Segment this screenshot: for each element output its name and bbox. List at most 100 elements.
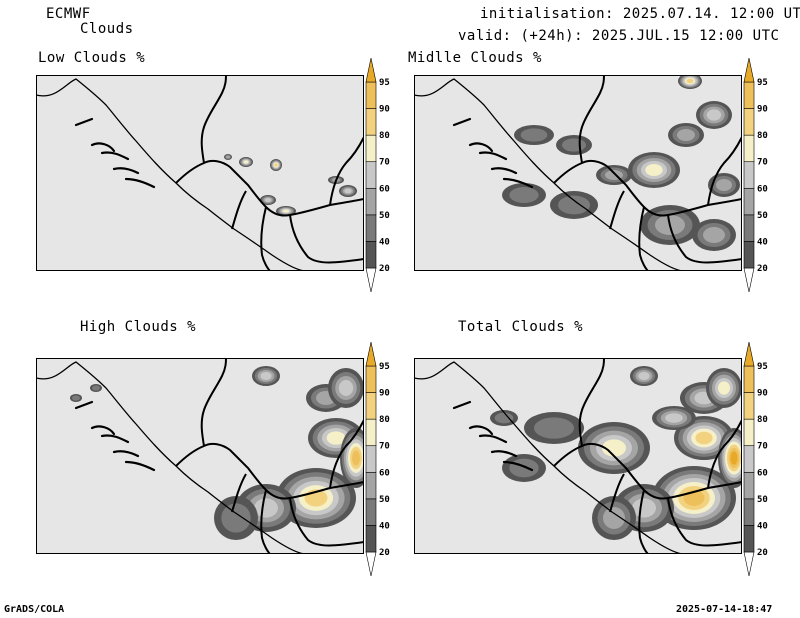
cloud-contour (495, 413, 514, 424)
colorbar-tick-label: 20 (757, 548, 768, 558)
colorbar-box (744, 241, 754, 268)
colorbar-tick-label: 50 (379, 211, 390, 221)
colorbar-box (744, 109, 754, 136)
map-panel-total (414, 358, 742, 554)
product-label: Clouds (80, 21, 134, 37)
colorbar-box (366, 109, 376, 136)
cloud-contour (509, 459, 538, 478)
map-svg-middle (414, 75, 742, 271)
colorbar-box (366, 215, 376, 242)
map-svg-high (36, 358, 364, 554)
colorbar-box (744, 162, 754, 189)
map-svg-low (36, 75, 364, 271)
colorbar-bottom-right: 2040506070809095 (742, 342, 782, 576)
island (454, 119, 470, 125)
valid-time-label: valid: (+24h): 2025.JUL.15 12:00 UTC (458, 28, 779, 44)
colorbar-tick-label: 60 (757, 468, 768, 478)
colorbar-box (744, 446, 754, 473)
cloud-contour (509, 187, 538, 203)
colorbar-tick-label: 60 (379, 184, 390, 194)
colorbar-box (744, 499, 754, 526)
cloud-contour (352, 451, 360, 466)
model-label: ECMWF (46, 6, 91, 22)
colorbar-tick-label: 20 (379, 264, 390, 274)
colorbar-tick-label: 50 (757, 495, 768, 505)
cloud-contour (707, 109, 721, 120)
map-panel-middle (414, 75, 742, 271)
colorbar-tick-label: 20 (757, 264, 768, 274)
colorbar-end-high (366, 58, 376, 82)
island (126, 179, 154, 187)
cloud-contour (695, 432, 712, 445)
cloud-contour (265, 198, 271, 202)
island (454, 402, 470, 408)
colorbar-bottom-left: 2040506070809095 (364, 342, 404, 576)
colorbar-box (744, 366, 754, 393)
colorbar-tick-label: 40 (757, 521, 768, 531)
colorbar-box (366, 525, 376, 552)
colorbar-top-right: 2040506070809095 (742, 58, 782, 292)
map-svg-total (414, 358, 742, 554)
colorbar-tick-label: 60 (379, 468, 390, 478)
cloud-contour (558, 196, 590, 215)
colorbar-tick-label: 80 (757, 131, 768, 141)
cloud-contour (718, 381, 730, 394)
cloud-contour (244, 160, 249, 163)
island (492, 451, 516, 456)
init-time-label: initialisation: 2025.07.14. 12:00 UTC (480, 6, 800, 22)
cloud-contour (716, 179, 732, 191)
map-frame (415, 76, 742, 271)
software-credit: GrADS/COLA (4, 604, 64, 615)
island (114, 451, 138, 456)
colorbar-box (744, 188, 754, 215)
plot-timestamp: 2025-07-14-18:47 (676, 604, 772, 615)
island (102, 152, 128, 159)
colorbar-tick-label: 90 (379, 389, 390, 399)
colorbar-tick-label: 95 (379, 78, 390, 88)
island (126, 462, 154, 470)
colorbar-tick-label: 60 (757, 184, 768, 194)
colorbar-tick-label: 80 (379, 415, 390, 425)
island (480, 152, 506, 159)
colorbar-tick-label: 40 (379, 521, 390, 531)
colorbar-tick-label: 90 (757, 389, 768, 399)
colorbar-box (366, 135, 376, 162)
colorbar-tick-label: 95 (379, 362, 390, 372)
colorbar-box (366, 393, 376, 420)
island (102, 435, 128, 442)
colorbar-tick-label: 70 (379, 158, 390, 168)
colorbar-box (366, 162, 376, 189)
colorbar-box (366, 419, 376, 446)
cloud-contour (677, 129, 695, 141)
cloud-contour (92, 385, 100, 390)
colorbar-tick-label: 80 (757, 415, 768, 425)
island (492, 168, 516, 173)
cloud-contour (534, 417, 574, 438)
island (92, 426, 114, 434)
cloud-contour (283, 209, 290, 212)
colorbar-tick-label: 90 (757, 105, 768, 115)
colorbar-end-low (366, 268, 376, 292)
cloud-contour (221, 503, 250, 532)
colorbar-box (366, 472, 376, 499)
colorbar-tick-label: 70 (757, 158, 768, 168)
coastline (36, 79, 306, 271)
colorbar-top-left: 2040506070809095 (364, 58, 404, 292)
colorbar-tick-label: 70 (757, 442, 768, 452)
island (76, 119, 92, 125)
cloud-contour (260, 372, 271, 380)
cloud-contour (638, 372, 649, 380)
island (470, 426, 492, 434)
island (470, 143, 492, 151)
country-border (176, 161, 364, 216)
colorbar-tick-label: 80 (379, 131, 390, 141)
colorbar-tick-label: 20 (379, 548, 390, 558)
cloud-contour (344, 189, 351, 194)
cloud-contour (226, 156, 230, 159)
colorbar-box (366, 446, 376, 473)
island (92, 143, 114, 151)
cloud-contour (562, 138, 586, 151)
colorbar-end-high (366, 342, 376, 366)
colorbar-tick-label: 90 (379, 105, 390, 115)
colorbar-box (366, 241, 376, 268)
